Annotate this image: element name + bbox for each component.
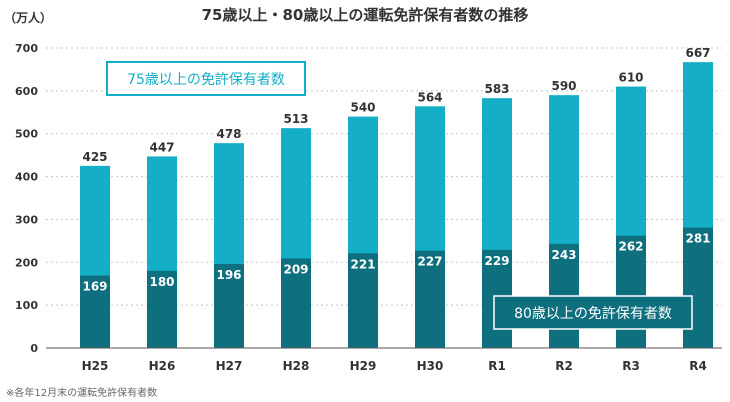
data-label-80-plus: 221	[350, 257, 375, 271]
x-tick-label: R3	[622, 359, 640, 373]
data-label-75-plus: 540	[350, 101, 375, 115]
bar-80-plus	[80, 275, 110, 348]
legend-box-80-plus	[493, 295, 693, 330]
data-label-80-plus: 281	[685, 232, 710, 246]
x-tick-label: R2	[555, 359, 573, 373]
data-label-80-plus: 229	[484, 254, 509, 268]
x-tick-label: R4	[689, 359, 707, 373]
x-tick-label: H30	[417, 359, 444, 373]
x-tick-label: H27	[216, 359, 243, 373]
data-label-80-plus: 243	[551, 248, 576, 262]
bar-80-plus	[348, 253, 378, 348]
data-label-75-plus: 667	[685, 46, 710, 60]
data-label-75-plus: 478	[216, 127, 241, 141]
bar-80-plus	[147, 270, 177, 348]
chart-title: 75歳以上・80歳以上の運転免許保有者数の推移	[201, 6, 529, 24]
bar-80-plus	[683, 227, 713, 348]
data-label-75-plus: 513	[283, 112, 308, 126]
data-label-80-plus: 169	[82, 280, 107, 294]
legend-label-80-plus: 80歳以上の免許保有者数	[514, 306, 672, 322]
data-label-75-plus: 583	[484, 82, 509, 96]
bar-80-plus	[214, 264, 244, 348]
data-label-75-plus: 590	[551, 79, 576, 93]
y-tick-label: 400	[15, 171, 38, 184]
x-tick-label: H25	[82, 359, 109, 373]
x-tick-label: R1	[488, 359, 506, 373]
data-label-80-plus: 262	[618, 240, 643, 254]
data-label-80-plus: 227	[417, 255, 442, 269]
x-tick-label: H26	[149, 359, 176, 373]
bar-80-plus	[415, 250, 445, 348]
legend-box-75-plus	[106, 61, 306, 96]
y-tick-label: 0	[30, 342, 38, 355]
legend-label-75-plus: 75歳以上の免許保有者数	[127, 72, 285, 88]
bar-80-plus	[281, 258, 311, 348]
y-tick-label: 500	[15, 128, 38, 141]
data-label-80-plus: 209	[283, 262, 308, 276]
y-tick-label: 700	[15, 42, 38, 55]
y-axis-label: （万人）	[4, 10, 52, 25]
footnote: ※各年12月末の運転免許保有者数	[6, 388, 158, 399]
x-tick-label: H29	[350, 359, 377, 373]
x-tick-label: H28	[283, 359, 310, 373]
y-tick-label: 100	[15, 299, 38, 312]
data-label-80-plus: 196	[216, 268, 241, 282]
data-label-75-plus: 610	[618, 71, 643, 85]
y-tick-label: 300	[15, 213, 38, 226]
data-label-75-plus: 447	[149, 140, 174, 154]
data-label-75-plus: 564	[417, 90, 442, 104]
data-label-75-plus: 425	[82, 150, 107, 164]
y-tick-label: 200	[15, 256, 38, 269]
data-label-80-plus: 180	[149, 275, 174, 289]
y-tick-label: 600	[15, 85, 38, 98]
